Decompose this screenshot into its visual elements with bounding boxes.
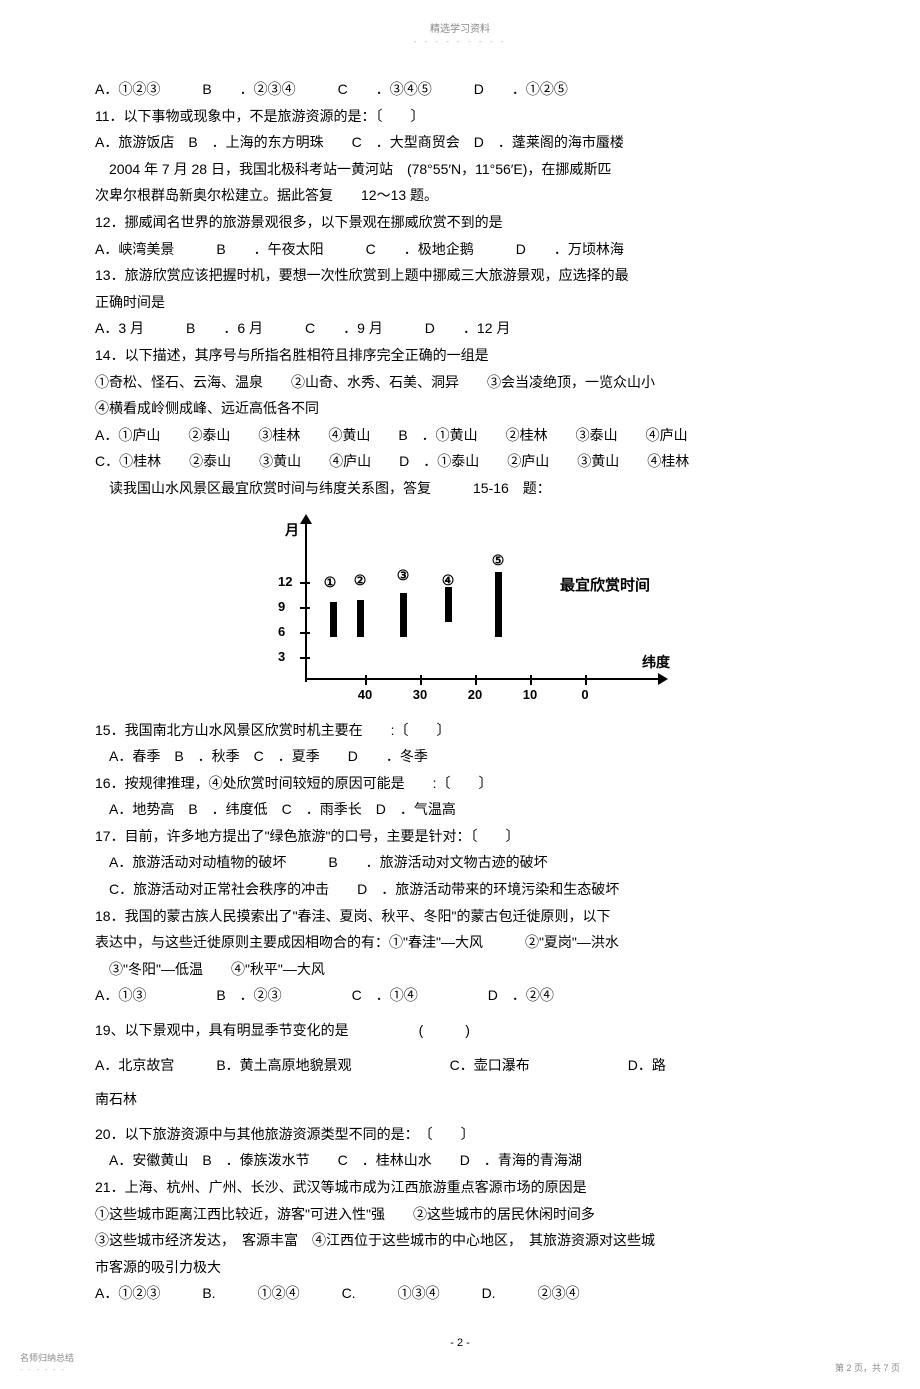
q19-options2: 南石林	[95, 1086, 825, 1113]
q13-options: A．3 月 B ．6 月 C ．9 月 D ．12 月	[95, 315, 825, 342]
ytick-label: 3	[278, 649, 285, 664]
q14-optC: C．①桂林 ②泰山 ③黄山 ④庐山 D ．①泰山 ②庐山 ③黄山 ④桂林	[95, 448, 825, 475]
q12: 12．挪威闻名世界的旅游景观很多，以下景观在挪威欣赏不到的是	[95, 209, 825, 236]
chart-bar-label: ①	[324, 574, 337, 591]
chart-bar	[445, 587, 452, 622]
chart-bar-label: ②	[354, 572, 367, 589]
chart-bar	[330, 602, 337, 637]
q18-options: A．①③ B ．②③ C ．①④ D ．②④	[95, 982, 825, 1009]
q17-optA: A．旅游活动对动植物的破坏 B ．旅游活动对文物古迹的破坏	[95, 849, 825, 876]
q18: 18．我国的蒙古族人民摸索出了"春洼、夏岗、秋平、冬阳"的蒙古包迁徙原则，以下	[95, 903, 825, 930]
chart-bar	[400, 593, 407, 637]
p12-intro1: 2004 年 7 月 28 日，我国北极科考站一黄河站 (78°55′N，11°…	[95, 156, 825, 183]
q15-options: A．春季 B ．秋季 C ．夏季 D ．冬季	[95, 743, 825, 770]
q20: 20．以下旅游资源中与其他旅游资源类型不同的是： 〔 〕	[95, 1121, 825, 1148]
q17-optC: C．旅游活动对正常社会秩序的冲击 D ．旅游活动带来的环境污染和生态破坏	[95, 876, 825, 903]
chart-bar	[495, 572, 502, 637]
q14-line1: ①奇松、怪石、云海、温泉 ②山奇、水秀、石美、洞异 ③会当凌绝顶，一览众山小	[95, 369, 825, 396]
ytick-label: 9	[278, 599, 285, 614]
xtick-label: 40	[358, 687, 372, 702]
q16-options: A．地势高 B ．纬度低 C ．雨季长 D ．气温高	[95, 796, 825, 823]
chart-bar	[357, 600, 364, 637]
chart-bar-label: ⑤	[492, 552, 505, 569]
q19-options: A．北京故宫 B．黄土高原地貌景观 C．壶口瀑布 D．路	[95, 1052, 825, 1079]
footer-right: 第 2 页，共 7 页	[835, 1361, 900, 1374]
q21-line1: ①这些城市距离江西比较近，游客"可进入性"强 ②这些城市的居民休闲时间多	[95, 1201, 825, 1228]
q15: 15．我国南北方山水风景区欣赏时机主要在 :〔 〕	[95, 717, 825, 744]
q11: 11．以下事物或现象中，不是旅游资源的是：〔 〕	[95, 103, 825, 130]
chart-ylabel: 月	[285, 520, 299, 540]
q21-line2: ③这些城市经济发达， 客源丰富 ④江西位于这些城市的中心地区， 其旅游资源对这些…	[95, 1227, 825, 1254]
q13b: 正确时间是	[95, 289, 825, 316]
xtick-label: 20	[468, 687, 482, 702]
chart-xlabel: 纬度	[642, 652, 670, 672]
page-number: - 2 -	[95, 1337, 825, 1349]
ytick-label: 12	[278, 574, 292, 589]
q10-options: A．①②③ B ．②③④ C ．③④⑤ D ．①②⑤	[95, 76, 825, 103]
chart-bar-label: ③	[397, 567, 410, 584]
q14-line2: ④横看成岭侧成峰、远近高低各不同	[95, 395, 825, 422]
p15-intro: 读我国山水风景区最宜欣赏时间与纬度关系图，答复 15-16 题：	[95, 475, 825, 502]
dots-line: - - - - - - - - -	[95, 37, 825, 46]
q11-options: A．旅游饭店 B ．上海的东方明珠 C ．大型商贸会 D ．蓬莱阁的海市蜃楼	[95, 129, 825, 156]
q14-optA: A．①庐山 ②泰山 ③桂林 ④黄山 B ．①黄山 ②桂林 ③泰山 ④庐山	[95, 422, 825, 449]
q14: 14．以下描述，其序号与所指名胜相符且排序完全正确的一组是	[95, 342, 825, 369]
chart-container: 月纬度 3 6 9 12 40 30 20 10 0 ①② ③ ④ ⑤ 最宜欣赏时间	[95, 512, 825, 707]
top-header: 精选学习资料	[95, 20, 825, 35]
q12-options: A．峡湾美景 B ．午夜太阳 C ．极地企鹅 D ．万顷林海	[95, 236, 825, 263]
q18c: ③"冬阳"—低温 ④"秋平"—大风	[95, 956, 825, 983]
p12-intro2: 次卑尔根群岛新奥尔松建立。据此答复 12～13 题。	[95, 182, 825, 209]
footer-left: 名师归纳总结 - - - - - -	[20, 1351, 74, 1374]
footer-left-text: 名师归纳总结	[20, 1353, 74, 1363]
latitude-chart: 月纬度 3 6 9 12 40 30 20 10 0 ①② ③ ④ ⑤ 最宜欣赏时间	[250, 512, 670, 702]
q21: 21．上海、杭州、广州、长沙、武汉等城市成为江西旅游重点客源市场的原因是	[95, 1174, 825, 1201]
chart-legend: 最宜欣赏时间	[560, 574, 650, 595]
q20-options: A．安徽黄山 B ．傣族泼水节 C ．桂林山水 D ．青海的青海湖	[95, 1147, 825, 1174]
xtick-label: 0	[581, 687, 588, 702]
footer-left-dots: - - - - - -	[20, 1367, 66, 1374]
q16: 16．按规律推理，④处欣赏时间较短的原因可能是 :〔 〕	[95, 770, 825, 797]
xtick-label: 30	[413, 687, 427, 702]
ytick-label: 6	[278, 624, 285, 639]
q18b: 表达中，与这些迁徙原则主要成因相吻合的有：①"春洼"—大风 ②"夏岗"—洪水	[95, 929, 825, 956]
q21-line3: 市客源的吸引力极大	[95, 1254, 825, 1281]
q17: 17．目前，许多地方提出了"绿色旅游"的口号，主要是针对：〔 〕	[95, 823, 825, 850]
xtick-label: 10	[523, 687, 537, 702]
chart-bar-label: ④	[442, 572, 455, 589]
page-container: 精选学习资料 - - - - - - - - - A．①②③ B ．②③④ C …	[0, 0, 920, 1389]
q13: 13．旅游欣赏应该把握时机，要想一次性欣赏到上题中挪威三大旅游景观，应选择的最	[95, 262, 825, 289]
q19: 19、以下景观中，具有明显季节变化的是 ( )	[95, 1017, 825, 1044]
